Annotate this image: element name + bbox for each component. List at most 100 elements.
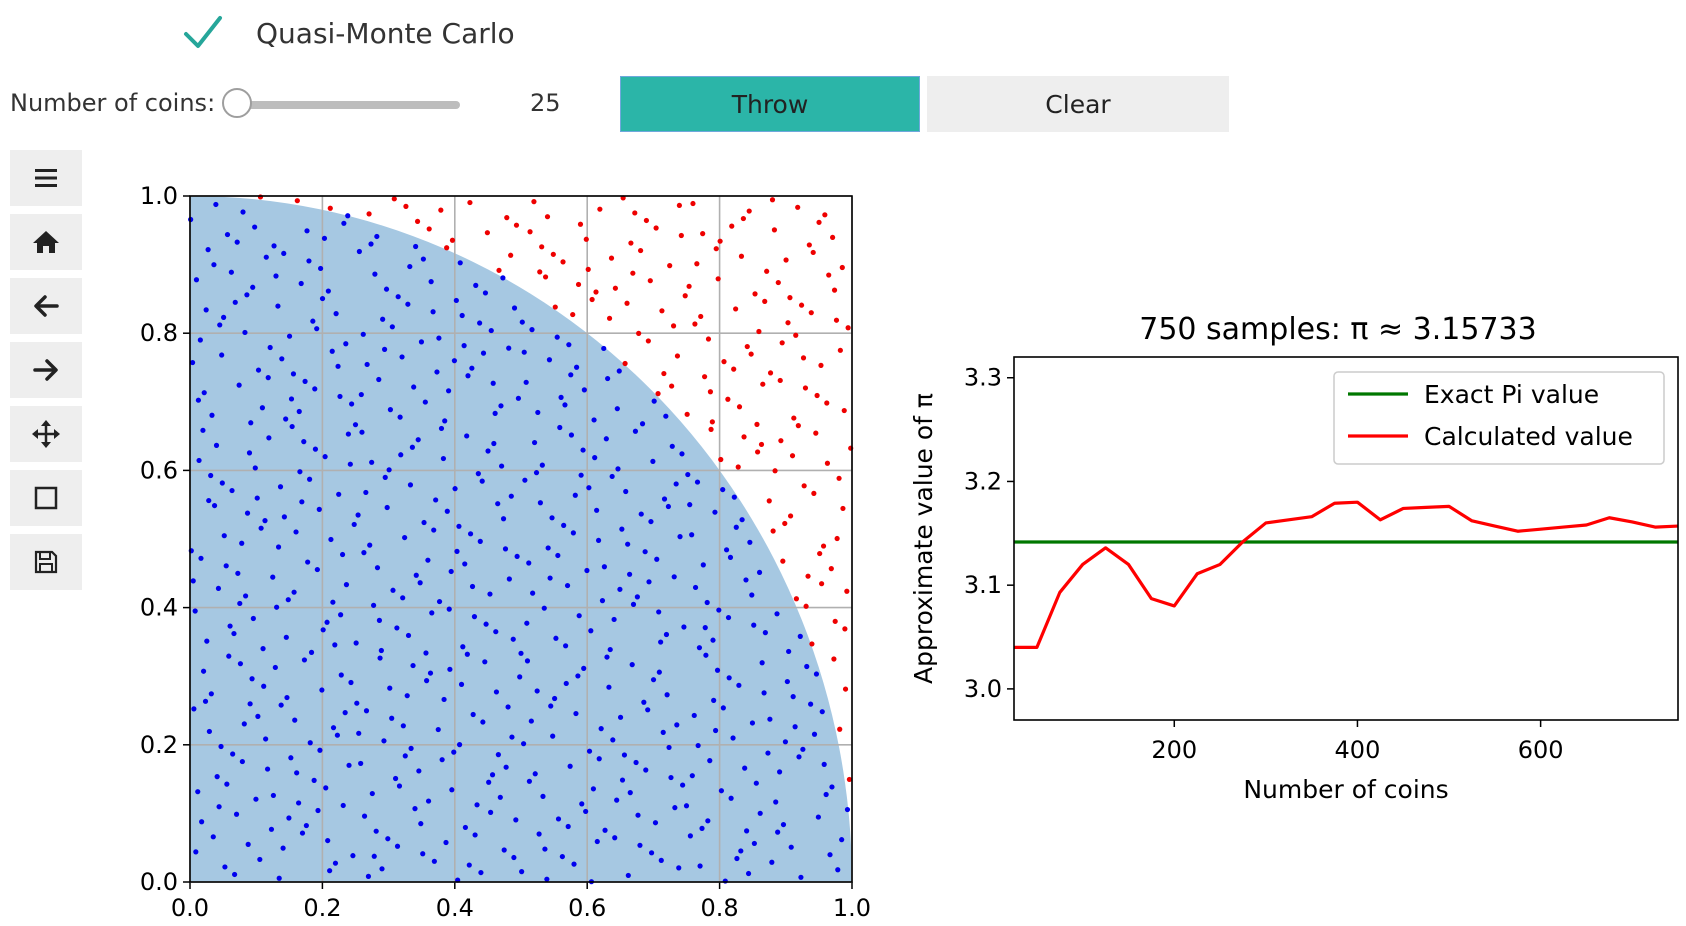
inside-point (775, 829, 781, 835)
inside-point (654, 556, 660, 562)
inside-point (314, 326, 320, 332)
inside-point (656, 609, 662, 615)
coins-slider-thumb[interactable] (222, 88, 252, 118)
inside-point (514, 553, 520, 560)
outside-point (735, 464, 741, 470)
qmc-checkbox[interactable]: Quasi-Monte Carlo (180, 10, 515, 56)
outside-point (577, 221, 584, 227)
coins-slider-track[interactable] (242, 101, 460, 109)
inside-point (264, 766, 271, 772)
inside-point (417, 580, 423, 586)
inside-point (580, 447, 586, 453)
inside-point (596, 756, 602, 762)
inside-point (478, 869, 484, 876)
zoom-rect-icon (34, 486, 58, 510)
inside-point (635, 812, 641, 818)
outside-point (612, 285, 618, 291)
pan-button[interactable] (10, 406, 82, 462)
inside-point (492, 410, 498, 416)
throw-button[interactable]: Throw (620, 76, 920, 132)
inside-point (513, 817, 519, 823)
outside-point (826, 272, 832, 278)
back-button[interactable] (10, 278, 82, 334)
outside-point (636, 330, 642, 336)
zoom-button[interactable] (10, 470, 82, 526)
inside-point (526, 778, 533, 784)
outside-point (508, 252, 514, 258)
inside-point (671, 574, 677, 580)
inside-point (549, 515, 555, 521)
inside-point (235, 570, 241, 576)
inside-point (611, 616, 617, 623)
outside-point (527, 229, 533, 235)
outside-point (817, 550, 823, 557)
outside-point (729, 223, 735, 229)
inside-point (433, 497, 439, 503)
outside-point (708, 426, 714, 432)
inside-point (691, 712, 697, 719)
inside-point (317, 265, 324, 272)
outside-point (624, 300, 630, 306)
inside-point (242, 329, 248, 336)
outside-point (653, 225, 659, 231)
inside-point (232, 871, 238, 878)
inside-point (710, 637, 716, 643)
inside-point (389, 715, 395, 721)
inside-point (288, 396, 295, 402)
inside-point (747, 539, 753, 545)
inside-point (258, 525, 264, 531)
inside-point (673, 481, 679, 487)
inside-point (774, 611, 780, 617)
inside-point (554, 334, 560, 340)
scatter-xtick-label: 0.6 (568, 894, 606, 922)
inside-point (656, 669, 662, 675)
inside-point (505, 704, 511, 710)
inside-point (485, 448, 491, 454)
inside-point (738, 848, 744, 854)
inside-point (219, 480, 225, 486)
outside-point (833, 317, 840, 323)
inside-point (263, 736, 269, 742)
save-button[interactable] (10, 534, 82, 590)
inside-point (535, 409, 541, 416)
outside-point (785, 320, 791, 326)
inside-point (625, 541, 631, 547)
forward-button[interactable] (10, 342, 82, 398)
inside-point (374, 233, 380, 240)
inside-point (652, 820, 659, 826)
inside-point (648, 850, 655, 856)
inside-point (568, 372, 574, 378)
clear-button[interactable]: Clear (927, 76, 1229, 132)
inside-point (217, 322, 223, 328)
inside-point (352, 422, 359, 428)
inside-point (454, 548, 460, 554)
home-button[interactable] (10, 214, 82, 270)
inside-point (739, 517, 745, 523)
menu-button[interactable] (10, 150, 82, 206)
inside-point (337, 393, 343, 400)
inside-point (705, 818, 711, 824)
inside-point (568, 432, 575, 438)
outside-point (707, 389, 714, 395)
inside-point (192, 608, 198, 614)
inside-point (351, 521, 357, 528)
outside-point (647, 278, 653, 284)
inside-point (578, 472, 584, 478)
outside-point (844, 588, 850, 594)
inside-point (751, 622, 757, 628)
inside-point (221, 314, 227, 320)
outside-point (690, 200, 696, 207)
inside-point (648, 518, 654, 525)
inside-point (819, 709, 825, 715)
menu-icon (35, 169, 57, 187)
outside-point (513, 222, 520, 228)
inside-point (402, 753, 408, 759)
inside-point (712, 509, 718, 515)
inside-point (557, 424, 563, 431)
inside-point (797, 633, 803, 639)
outside-point (715, 276, 721, 282)
inside-point (203, 307, 209, 313)
inside-point (257, 856, 263, 863)
inside-point (270, 574, 276, 580)
inside-point (361, 550, 367, 556)
